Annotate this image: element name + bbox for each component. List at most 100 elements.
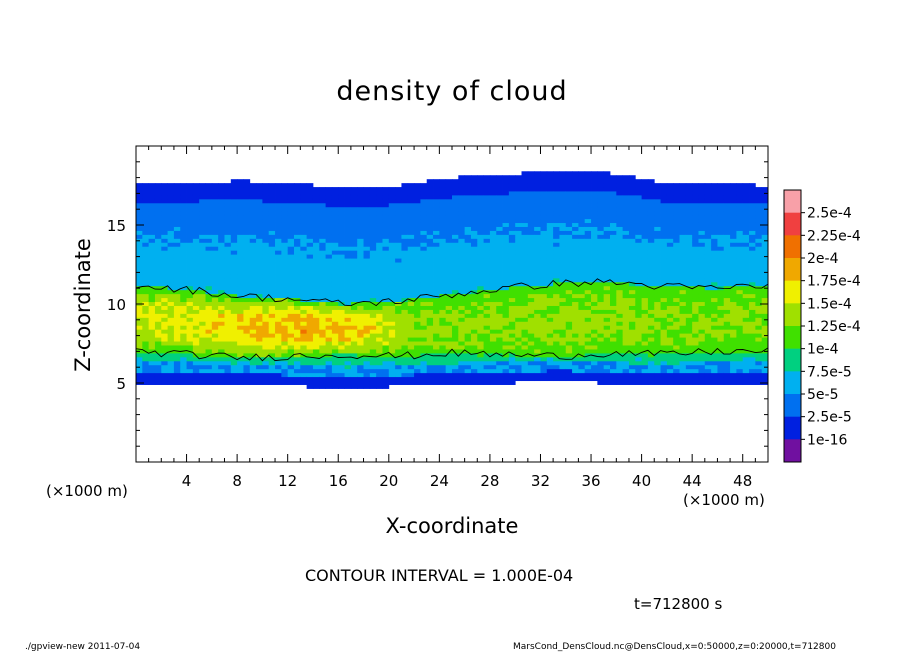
density-cell <box>142 325 150 330</box>
density-cell <box>414 246 421 251</box>
density-cell <box>287 246 295 251</box>
density-cell <box>736 262 744 267</box>
density-cell <box>237 356 244 362</box>
density-cell <box>268 380 276 385</box>
density-cell <box>692 333 699 338</box>
density-cell <box>256 301 263 306</box>
density-cell <box>679 376 687 382</box>
density-cell <box>641 329 649 334</box>
density-cell <box>287 305 295 310</box>
density-cell <box>723 202 731 208</box>
density-cell <box>338 360 345 366</box>
density-cell <box>350 210 358 216</box>
density-cell <box>742 349 750 354</box>
density-cell <box>281 285 289 291</box>
density-cell <box>173 372 181 378</box>
density-cell <box>180 258 187 263</box>
density-cell <box>610 250 617 255</box>
density-cell <box>666 333 674 338</box>
density-cell <box>300 341 308 346</box>
density-cell <box>350 218 358 224</box>
density-cell <box>673 317 680 322</box>
density-cell <box>142 238 150 243</box>
density-cell <box>173 191 181 196</box>
density-cell <box>350 384 358 389</box>
density-cell <box>597 309 605 314</box>
density-cell <box>489 277 497 283</box>
density-cell <box>452 202 459 208</box>
density-cell <box>685 368 693 374</box>
density-cell <box>136 218 143 224</box>
density-cell <box>527 376 535 382</box>
density-cell <box>243 218 251 224</box>
density-cell <box>369 313 377 318</box>
density-cell <box>736 285 744 291</box>
density-cell <box>369 356 377 362</box>
density-cell <box>559 337 567 342</box>
density-cell <box>243 325 251 330</box>
density-cell <box>559 226 567 231</box>
density-cell <box>508 202 516 208</box>
density-cell <box>572 285 579 291</box>
density-cell <box>281 313 289 318</box>
density-cell <box>496 321 503 326</box>
density-cell <box>692 246 699 251</box>
density-cell <box>477 206 484 212</box>
density-cell <box>407 222 415 227</box>
density-cell <box>641 341 649 346</box>
density-cell <box>306 273 314 279</box>
density-cell <box>173 226 181 231</box>
density-cell <box>306 281 314 287</box>
density-cell <box>698 364 706 370</box>
density-cell <box>192 281 200 287</box>
density-cell <box>407 273 415 279</box>
density-cell <box>445 250 453 255</box>
density-cell <box>635 360 642 366</box>
density-cell <box>464 214 472 220</box>
density-cell <box>502 226 510 231</box>
density-cell <box>635 214 642 220</box>
density-cell <box>673 285 680 291</box>
density-cell <box>154 234 162 239</box>
density-cell <box>502 194 510 200</box>
density-cell <box>357 194 364 200</box>
density-cell <box>616 301 624 306</box>
density-cell <box>572 270 579 275</box>
density-cell <box>654 360 661 366</box>
density-cell <box>717 206 725 212</box>
density-cell <box>414 222 421 227</box>
density-cell <box>445 222 453 227</box>
density-cell <box>647 254 655 259</box>
density-cell <box>584 266 592 271</box>
density-cell <box>426 194 434 200</box>
density-cell <box>319 230 326 235</box>
density-cell <box>306 250 314 255</box>
density-cell <box>395 293 402 299</box>
density-cell <box>180 341 187 346</box>
density-cell <box>628 218 636 224</box>
density-cell <box>357 325 364 330</box>
density-cell <box>521 254 529 259</box>
density-cell <box>325 285 333 291</box>
density-cell <box>369 258 377 263</box>
density-cell <box>452 187 459 192</box>
density-cell <box>205 289 213 295</box>
density-cell <box>180 206 187 212</box>
density-cell <box>136 293 143 299</box>
density-cell <box>344 341 352 346</box>
density-cell <box>502 321 510 326</box>
density-cell <box>249 341 257 346</box>
density-cell <box>723 305 731 310</box>
density-cell <box>483 198 491 204</box>
density-cell <box>723 297 731 303</box>
density-cell <box>426 191 434 196</box>
density-cell <box>565 218 573 224</box>
density-cell <box>534 230 541 235</box>
density-cell <box>357 258 364 263</box>
density-cell <box>565 289 573 295</box>
density-cell <box>654 325 661 330</box>
density-cell <box>622 376 630 382</box>
density-cell <box>395 313 402 318</box>
density-cell <box>622 321 630 326</box>
density-cell <box>344 384 352 389</box>
